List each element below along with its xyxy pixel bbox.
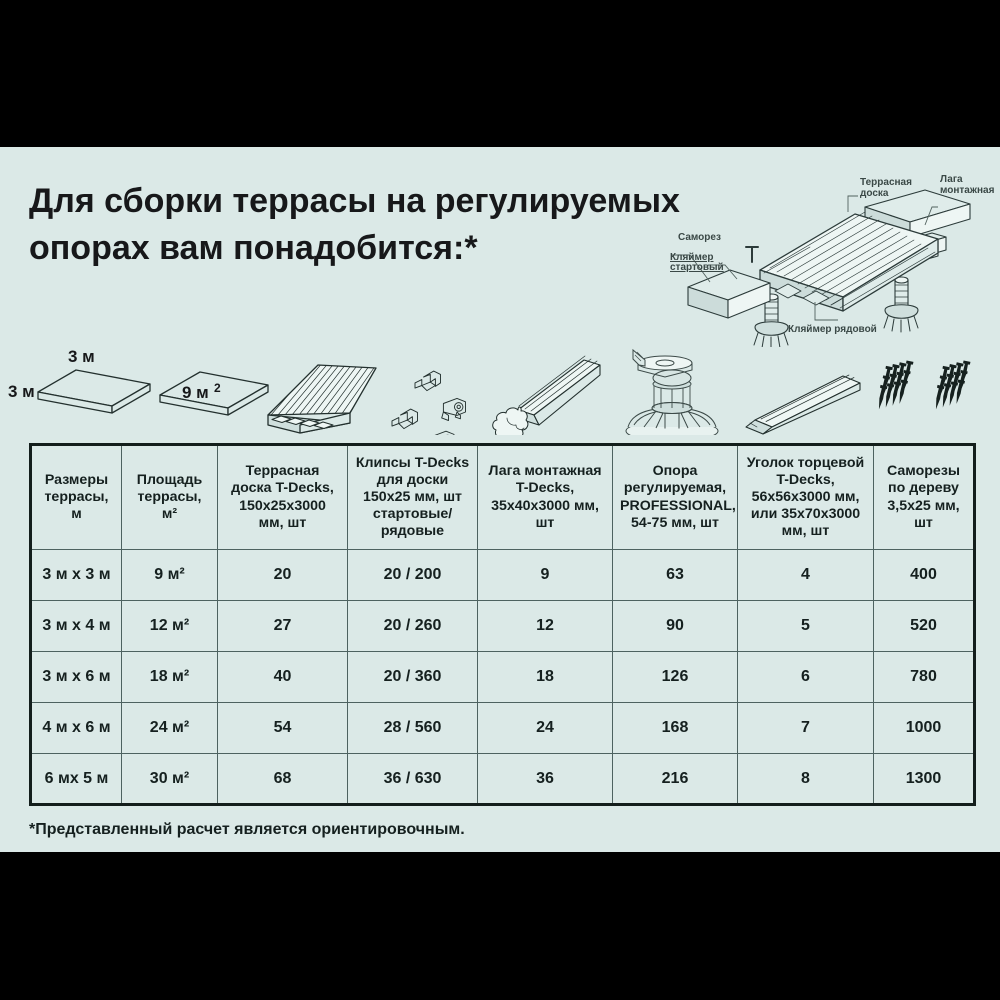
svg-text:Саморез: Саморез — [678, 232, 721, 243]
svg-text:монтажная: монтажная — [940, 185, 995, 196]
svg-text:Террасная: Террасная — [860, 177, 912, 188]
svg-text:Кляймер рядовой: Кляймер рядовой — [788, 324, 877, 335]
svg-text:3 м: 3 м — [68, 347, 95, 366]
svg-text:стартовый: стартовый — [670, 262, 724, 273]
svg-text:2: 2 — [214, 381, 221, 395]
svg-text:Лага: Лага — [940, 174, 963, 185]
svg-text:9 м: 9 м — [182, 383, 209, 402]
svg-text:доска: доска — [860, 188, 889, 199]
svg-text:3 м: 3 м — [8, 382, 35, 401]
